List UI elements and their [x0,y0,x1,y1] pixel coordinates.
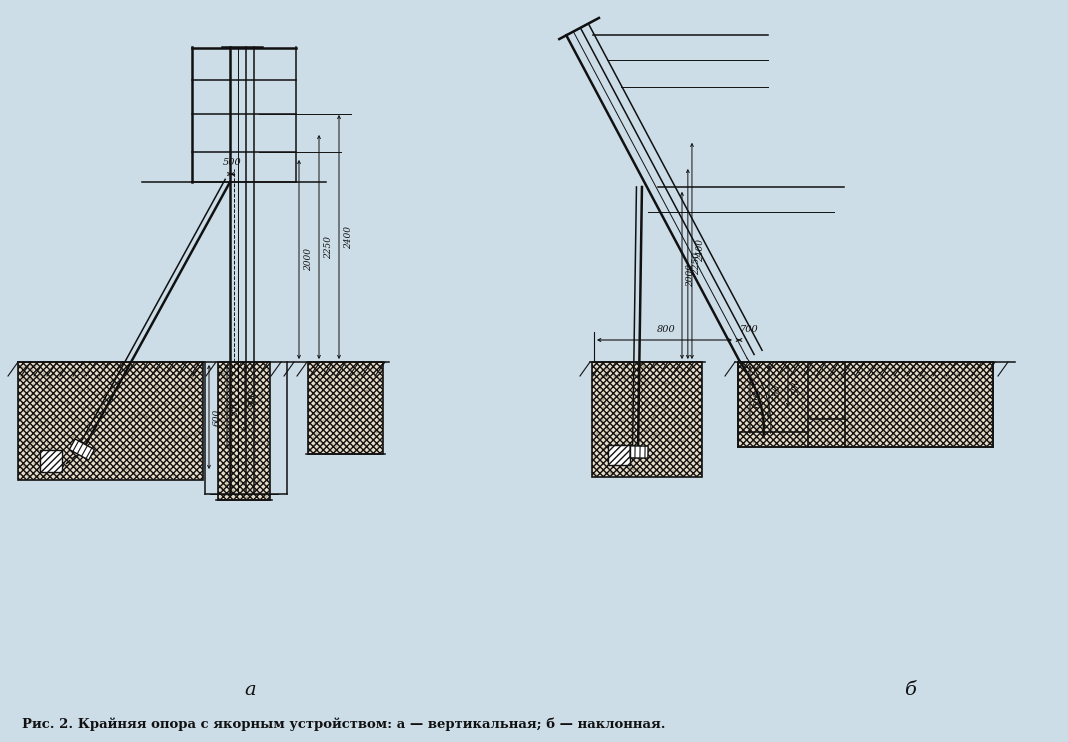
Text: Рис. 2. Крайняя опора с якорным устройством: а — вертикальная; б — наклонная.: Рис. 2. Крайняя опора с якорным устройст… [22,718,665,731]
Bar [308,362,383,454]
Text: 500: 500 [249,390,258,407]
Bar [608,445,630,465]
Bar [218,362,270,500]
Text: 2000: 2000 [686,264,695,287]
Bar [18,362,203,480]
Text: 2400: 2400 [696,240,705,263]
Bar [18,362,203,480]
Text: 550: 550 [773,384,782,401]
Bar [308,362,383,454]
Text: 2400: 2400 [344,226,354,249]
Text: 2250: 2250 [324,235,333,258]
Text: 500: 500 [792,378,801,395]
Polygon shape [626,446,648,458]
Bar [592,362,702,477]
Polygon shape [69,439,94,460]
Bar [592,362,702,477]
Text: 800: 800 [657,325,675,334]
Text: 2000: 2000 [304,248,313,271]
Bar [218,362,270,500]
Text: а: а [245,681,256,699]
Text: 2250: 2250 [692,252,701,275]
Text: 600: 600 [213,408,222,426]
Text: 600: 600 [754,391,763,408]
Text: 550: 550 [231,398,240,416]
Text: 500: 500 [223,158,241,167]
Bar [738,362,993,447]
Text: б: б [905,681,916,699]
Bar [40,450,62,472]
Text: 700: 700 [740,325,758,334]
Bar [738,362,993,447]
